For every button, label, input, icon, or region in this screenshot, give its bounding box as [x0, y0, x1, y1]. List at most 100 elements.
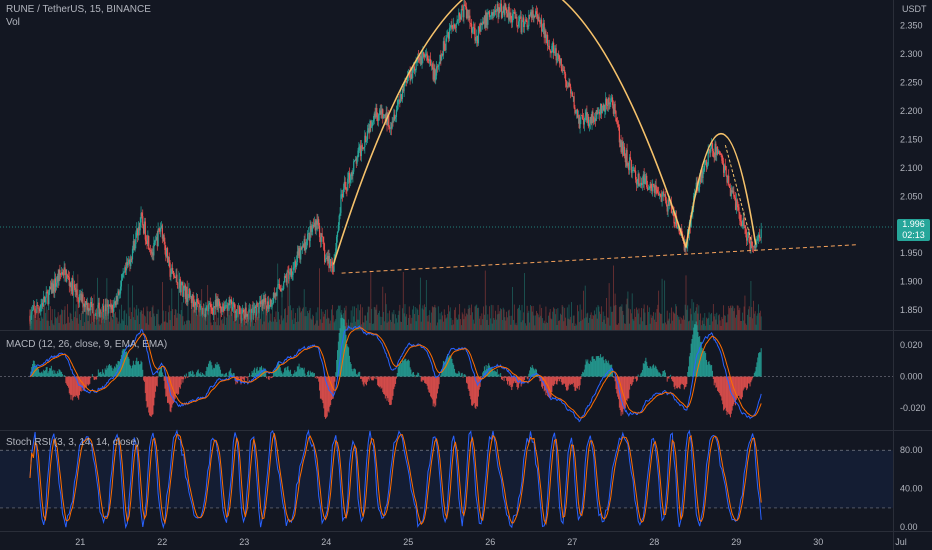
volume-bar — [379, 316, 381, 330]
volume-bar — [100, 311, 102, 330]
volume-bar — [472, 312, 473, 330]
candle-body — [471, 24, 473, 33]
volume-bar — [56, 318, 57, 330]
volume-bar — [456, 319, 458, 330]
macd-histogram-bar — [446, 356, 448, 377]
volume-bar — [567, 318, 569, 330]
macd-histogram-bar — [738, 376, 740, 396]
macd-histogram-bar — [430, 376, 432, 398]
candle-body — [87, 302, 89, 312]
volume-bar — [296, 308, 298, 330]
volume-bar — [425, 307, 426, 330]
candle-body — [412, 67, 414, 79]
macd-histogram-bar — [531, 365, 533, 377]
candle-body — [48, 291, 50, 304]
candle-body — [364, 135, 366, 147]
volume-bar — [484, 314, 485, 330]
macd-histogram-bar — [131, 368, 133, 377]
candle-body — [125, 262, 128, 271]
macd-histogram-bar — [150, 376, 152, 417]
volume-bar — [625, 304, 627, 330]
candle-body — [146, 241, 148, 245]
volume-bar — [252, 306, 254, 330]
candle-body — [80, 293, 82, 302]
candle-body — [506, 8, 508, 14]
macd-histogram-bar — [65, 376, 67, 384]
right-shoulder-arc — [685, 133, 757, 248]
candle-body — [337, 225, 339, 232]
macd-histogram-bar — [419, 375, 420, 377]
macd-histogram-bar — [602, 356, 604, 377]
volume-bar — [416, 308, 418, 330]
macd-histogram-bar — [756, 362, 758, 377]
macd-histogram-bar — [182, 376, 184, 383]
volume-bar — [161, 323, 162, 330]
candle-body — [153, 242, 155, 256]
volume-bar — [594, 310, 596, 330]
macd-histogram-bar — [49, 368, 51, 377]
candle-body — [733, 191, 735, 197]
candle-body — [76, 289, 78, 296]
volume-bar — [399, 304, 401, 330]
volume-bar — [111, 317, 113, 330]
macd-histogram-bar — [395, 376, 397, 379]
volume-bar — [680, 323, 682, 330]
macd-histogram-bar — [401, 360, 403, 377]
candle-body — [170, 273, 172, 277]
volume-bar — [101, 306, 103, 330]
macd-histogram-bar — [571, 376, 573, 384]
volume-bar — [389, 310, 391, 330]
volume-bar — [222, 323, 224, 330]
macd-histogram-bar — [171, 376, 173, 408]
candle-body — [645, 175, 647, 179]
macd-histogram-bar — [422, 376, 424, 380]
candle-body — [754, 245, 756, 248]
volume-bar — [327, 317, 329, 330]
volume-bar — [156, 313, 157, 330]
price-tick-label: 2.050 — [900, 191, 923, 201]
volume-bar — [598, 306, 600, 330]
candle-body — [284, 276, 286, 278]
candle-body — [510, 12, 512, 19]
candle-body — [339, 212, 341, 216]
candle-body — [193, 301, 195, 308]
macd-histogram-bar — [380, 376, 382, 389]
volume-bar — [404, 304, 406, 330]
candle-body — [264, 298, 266, 304]
macd-histogram-bar — [134, 365, 136, 377]
candle-body — [348, 172, 351, 183]
macd-histogram-bar — [300, 367, 302, 377]
macd-histogram-bar — [688, 356, 690, 377]
macd-histogram-bar — [94, 376, 96, 381]
candle-body — [271, 304, 273, 307]
volume-bar — [154, 316, 156, 330]
volume-bar — [345, 305, 347, 330]
candle-body — [206, 305, 208, 308]
volume-bar — [204, 317, 206, 330]
macd-histogram-bar — [185, 373, 187, 377]
volume-bar — [424, 304, 426, 330]
volume-bar — [280, 315, 282, 330]
macd-histogram-bar — [674, 376, 676, 390]
candle-body — [752, 246, 755, 248]
volume-bar — [329, 323, 331, 330]
macd-histogram-bar — [457, 373, 459, 377]
candle-body — [81, 294, 83, 302]
candle-body — [330, 261, 333, 267]
macd-histogram-bar — [101, 374, 103, 377]
volume-bar — [710, 314, 712, 330]
macd-histogram-bar — [113, 368, 115, 377]
macd-histogram-bar — [686, 376, 688, 384]
macd-histogram-bar — [384, 376, 386, 399]
macd-histogram-bar — [642, 363, 644, 377]
volume-bar — [318, 325, 320, 330]
volume-bar — [219, 325, 221, 330]
volume-bar — [156, 313, 158, 330]
macd-histogram-bar — [720, 376, 722, 397]
macd-histogram-bar — [147, 376, 149, 407]
candle-body — [457, 19, 459, 21]
candle-body — [562, 70, 564, 72]
volume-bar — [311, 319, 313, 330]
